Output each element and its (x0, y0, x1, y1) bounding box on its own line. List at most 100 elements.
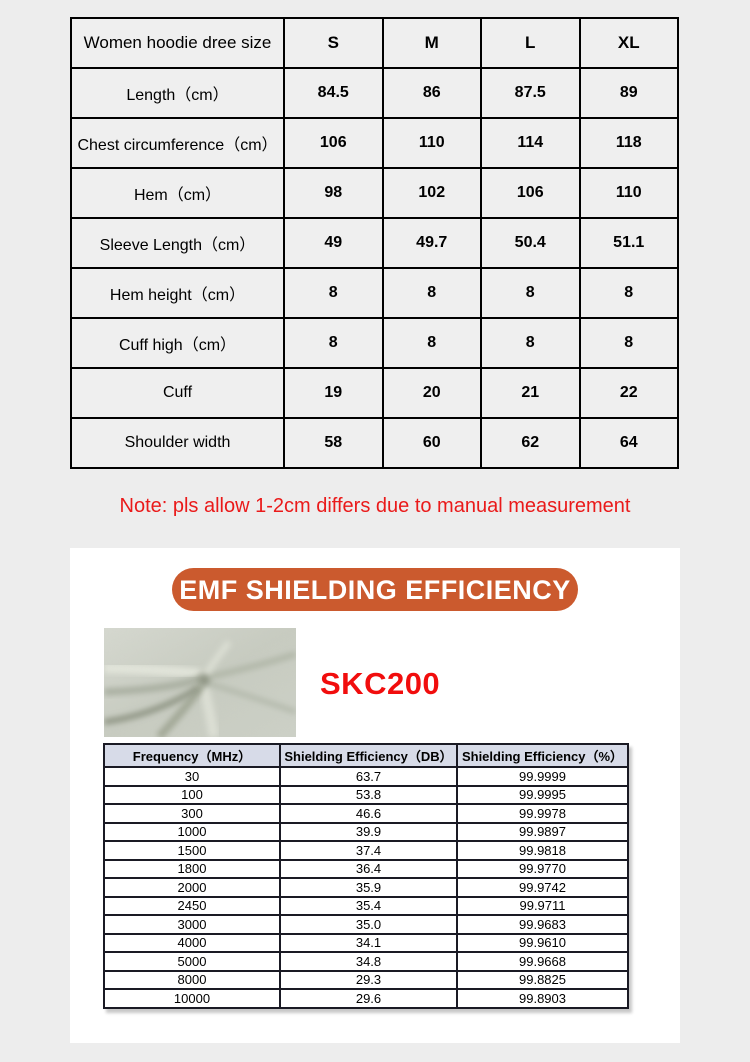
value-cell: 8 (381, 317, 482, 369)
value-cell: 99.9770 (456, 858, 629, 879)
value-cell: 99.9610 (456, 932, 629, 953)
table-row: Sleeve Length（cm） 49 49.7 50.4 51.1 (70, 217, 679, 269)
row-label-cell: Hem（cm） (70, 167, 285, 219)
column-header: Shielding Efficiency（%） (456, 743, 629, 768)
value-cell: 29.3 (279, 969, 458, 990)
value-cell: 37.4 (279, 840, 458, 861)
table-row: Cuff high（cm） 8 8 8 8 (70, 317, 679, 369)
value-cell: 39.9 (279, 821, 458, 842)
row-label-cell: 5000 (103, 951, 281, 972)
value-cell: 8 (283, 317, 384, 369)
value-cell: 99.9978 (456, 803, 629, 824)
value-cell: 29.6 (279, 988, 458, 1009)
emf-shielding-panel: EMF SHIELDING EFFICIENCY (70, 548, 680, 1043)
row-label-cell: Cuff high（cm） (70, 317, 285, 369)
column-header: XL (578, 17, 679, 69)
shielding-efficiency-table: Frequency（MHz） Shielding Efficiency（DB） Sh… (103, 743, 629, 1009)
column-header: M (381, 17, 482, 69)
value-cell: 99.9999 (456, 766, 629, 787)
table-row: Chest circumference（cm） 106 110 114 118 (70, 117, 679, 169)
value-cell: 89 (578, 67, 679, 119)
value-cell: 102 (381, 167, 482, 219)
table-row: 8000 29.3 99.8825 (103, 969, 629, 990)
value-cell: 8 (578, 317, 679, 369)
value-cell: 8 (283, 267, 384, 319)
measurement-note: Note: pls allow 1-2cm differs due to man… (119, 495, 631, 517)
row-label-cell: 10000 (103, 988, 281, 1009)
table-row: Hem（cm） 98 102 106 110 (70, 167, 679, 219)
value-cell: 35.0 (279, 914, 458, 935)
value-cell: 62 (480, 417, 581, 469)
value-cell: 53.8 (279, 784, 458, 805)
emf-section-banner: EMF SHIELDING EFFICIENCY (172, 568, 578, 611)
row-label-cell: 1000 (103, 821, 281, 842)
value-cell: 49 (283, 217, 384, 269)
value-cell: 60 (381, 417, 482, 469)
table-row: Length（cm） 84.5 86 87.5 89 (70, 67, 679, 119)
value-cell: 19 (283, 367, 384, 419)
row-label-cell: Hem height（cm） (70, 267, 285, 319)
value-cell: 99.9995 (456, 784, 629, 805)
table-row: Hem height（cm） 8 8 8 8 (70, 267, 679, 319)
value-cell: 8 (480, 317, 581, 369)
value-cell: 58 (283, 417, 384, 469)
value-cell: 8 (381, 267, 482, 319)
row-label-cell: 2000 (103, 877, 281, 898)
value-cell: 106 (283, 117, 384, 169)
row-label-cell: 4000 (103, 932, 281, 953)
value-cell: 50.4 (480, 217, 581, 269)
row-label-cell: 100 (103, 784, 281, 805)
table-row: 30 63.7 99.9999 (103, 766, 629, 787)
row-label-cell: 1800 (103, 858, 281, 879)
value-cell: 46.6 (279, 803, 458, 824)
table-row: 2000 35.9 99.9742 (103, 877, 629, 898)
value-cell: 99.8903 (456, 988, 629, 1009)
value-cell: 99.9742 (456, 877, 629, 898)
value-cell: 84.5 (283, 67, 384, 119)
value-cell: 64 (578, 417, 679, 469)
table-row: 2450 35.4 99.9711 (103, 895, 629, 916)
table-row: 10000 29.6 99.8903 (103, 988, 629, 1009)
row-label-cell: Length（cm） (70, 67, 285, 119)
value-cell: 8 (578, 267, 679, 319)
value-cell: 63.7 (279, 766, 458, 787)
value-cell: 98 (283, 167, 384, 219)
value-cell: 99.9668 (456, 951, 629, 972)
value-cell: 118 (578, 117, 679, 169)
table-row: 300 46.6 99.9978 (103, 803, 629, 824)
value-cell: 110 (578, 167, 679, 219)
size-chart-table: Women hoodie dree size S M L XL Length（cm） 84.… (70, 17, 679, 469)
row-label-cell: Shoulder width (70, 417, 285, 469)
table-row: 100 53.8 99.9995 (103, 784, 629, 805)
row-label-cell: 300 (103, 803, 281, 824)
value-cell: 87.5 (480, 67, 581, 119)
table-row: Shoulder width 58 60 62 64 (70, 417, 679, 469)
value-cell: 99.8825 (456, 969, 629, 990)
value-cell: 35.9 (279, 877, 458, 898)
value-cell: 114 (480, 117, 581, 169)
value-cell: 36.4 (279, 858, 458, 879)
value-cell: 21 (480, 367, 581, 419)
table-row: Cuff 19 20 21 22 (70, 367, 679, 419)
row-label-cell: 1500 (103, 840, 281, 861)
product-code-label: SKC200 (320, 666, 441, 701)
value-cell: 51.1 (578, 217, 679, 269)
table-row: 1500 37.4 99.9818 (103, 840, 629, 861)
table-row: 1800 36.4 99.9770 (103, 858, 629, 879)
value-cell: 8 (480, 267, 581, 319)
table-row: 5000 34.8 99.9668 (103, 951, 629, 972)
row-label-cell: Sleeve Length（cm） (70, 217, 285, 269)
table-row: 1000 39.9 99.9897 (103, 821, 629, 842)
value-cell: 20 (381, 367, 482, 419)
value-cell: 110 (381, 117, 482, 169)
value-cell: 106 (480, 167, 581, 219)
row-label-cell: 30 (103, 766, 281, 787)
value-cell: 99.9711 (456, 895, 629, 916)
table-header-row: Frequency（MHz） Shielding Efficiency（DB） Sh… (103, 743, 629, 768)
value-cell: 86 (381, 67, 482, 119)
table-row: 3000 35.0 99.9683 (103, 914, 629, 935)
value-cell: 49.7 (381, 217, 482, 269)
column-header: Frequency（MHz） (103, 743, 281, 768)
value-cell: 99.9818 (456, 840, 629, 861)
column-header: L (480, 17, 581, 69)
